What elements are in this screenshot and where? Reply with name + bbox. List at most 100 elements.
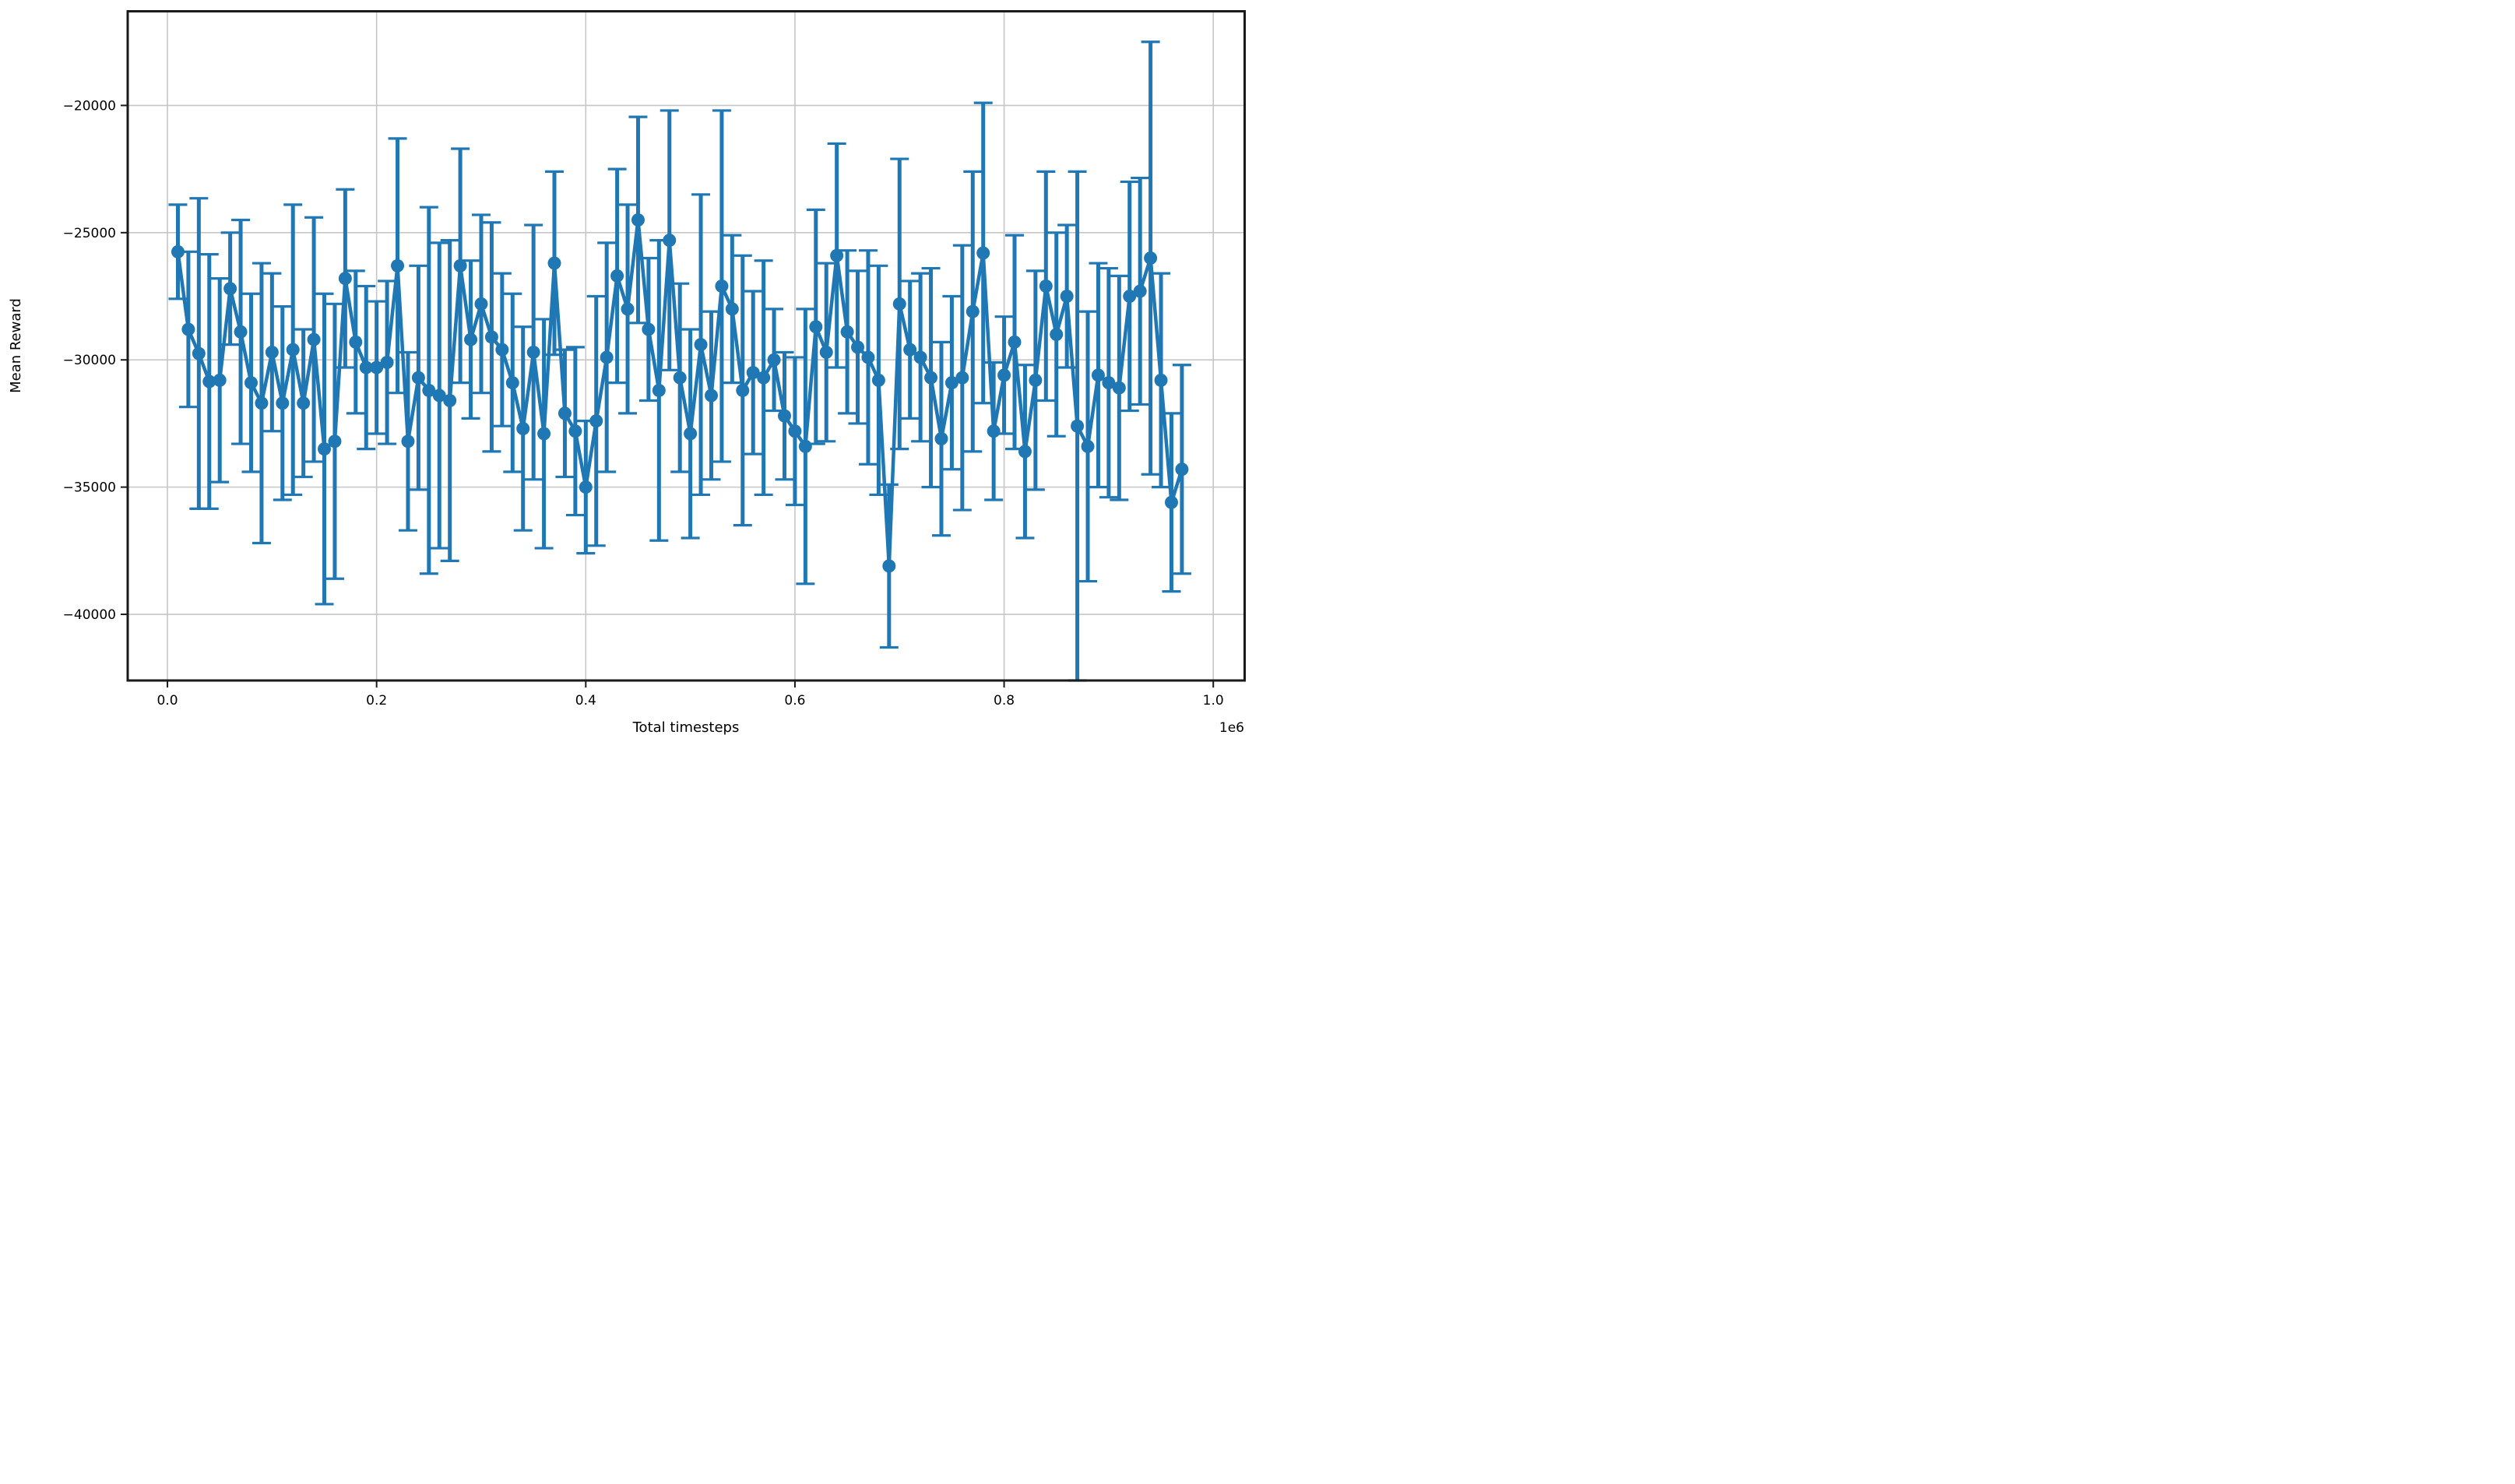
data-point-marker — [349, 335, 363, 349]
data-point-marker — [318, 442, 332, 456]
data-point-marker — [788, 424, 802, 438]
data-point-marker — [432, 389, 446, 403]
data-point-marker — [1175, 462, 1189, 476]
data-point-marker — [265, 345, 279, 359]
data-point-marker — [223, 282, 237, 296]
figure: 0.0 0.2 0.4 0.6 0.8 1.0 −20000 −25000 −30000 −350… — [0, 0, 1258, 742]
data-point-marker — [819, 345, 833, 359]
data-point-marker — [1039, 279, 1053, 293]
data-point-marker — [1112, 381, 1126, 395]
data-point-marker — [746, 366, 760, 380]
data-point-marker — [913, 350, 927, 364]
data-point-marker — [1029, 373, 1043, 387]
axis-layer: 0.0 0.2 0.4 0.6 0.8 1.0 −20000 −25000 −30000 −350… — [63, 10, 1246, 709]
x-tick-label: 0.0 — [157, 693, 178, 709]
data-point-marker — [234, 325, 248, 339]
data-point-marker — [892, 297, 906, 311]
x-tick-label: 0.4 — [575, 693, 596, 709]
data-point-marker — [338, 272, 352, 286]
data-point-marker — [1018, 445, 1032, 459]
data-point-marker — [976, 246, 990, 260]
data-point-marker — [997, 368, 1011, 382]
data-point-marker — [631, 213, 645, 227]
y-tick-label: −20000 — [63, 98, 116, 114]
data-point-marker — [1071, 419, 1085, 433]
data-point-marker — [840, 325, 854, 339]
data-point-marker — [192, 346, 206, 360]
data-point-marker — [391, 258, 405, 273]
data-point-marker — [610, 269, 624, 283]
data-point-marker — [276, 396, 290, 410]
data-point-marker — [966, 304, 980, 318]
plot-border — [126, 10, 1246, 682]
data-point-marker — [861, 350, 875, 364]
data-point-marker — [673, 371, 687, 385]
data-point-marker — [736, 383, 750, 397]
data-point-marker — [547, 256, 561, 270]
data-point-marker — [830, 248, 844, 262]
data-point-marker — [411, 371, 425, 385]
data-point-marker — [934, 432, 948, 446]
data-point-marker — [516, 421, 530, 435]
data-point-marker — [171, 244, 185, 258]
data-point-marker — [422, 383, 436, 397]
x-tick-label: 0.8 — [994, 693, 1015, 709]
data-point-marker — [464, 332, 478, 346]
data-point-marker — [809, 320, 823, 334]
data-point-marker — [987, 424, 1001, 438]
data-point-marker — [286, 343, 300, 357]
y-tick-label: −25000 — [63, 226, 116, 241]
data-point-marker — [453, 258, 467, 273]
x-tick-label: 0.2 — [366, 693, 387, 709]
data-point-marker — [526, 345, 540, 359]
data-point-marker — [600, 350, 614, 364]
errorbar-chart: 0.0 0.2 0.4 0.6 0.8 1.0 −20000 −25000 −30000 −350… — [8, 10, 1246, 736]
data-point-marker — [1091, 368, 1105, 382]
data-point-marker — [505, 376, 519, 390]
data-point-marker — [704, 389, 718, 403]
y-tick-label: −30000 — [63, 353, 116, 368]
data-point-marker — [694, 338, 708, 352]
x-axis-label: Total timesteps — [632, 719, 740, 736]
data-point-marker — [1164, 495, 1178, 509]
data-point-marker — [778, 409, 792, 423]
data-point-marker — [767, 353, 781, 367]
data-point-marker — [484, 330, 498, 344]
data-point-marker — [725, 302, 739, 316]
data-point-marker — [307, 332, 321, 346]
data-point-marker — [537, 427, 551, 441]
data-point-marker — [213, 373, 227, 387]
x-tick-label: 1.0 — [1203, 693, 1224, 709]
data-point-marker — [255, 396, 269, 410]
data-point-marker — [955, 371, 969, 385]
data-point-marker — [1081, 439, 1095, 453]
data-point-marker — [882, 559, 896, 573]
data-series-layer — [168, 40, 1191, 682]
data-point-marker — [621, 302, 635, 316]
data-point-marker — [663, 234, 677, 248]
data-point-marker — [380, 355, 394, 369]
y-tick-label: −40000 — [63, 607, 116, 623]
data-point-marker — [328, 434, 342, 448]
data-point-marker — [202, 375, 216, 389]
data-point-marker — [924, 371, 938, 385]
data-point-marker — [474, 297, 488, 311]
data-point-marker — [558, 406, 572, 420]
data-point-marker — [1154, 373, 1168, 387]
data-point-marker — [1008, 335, 1022, 349]
data-point-marker — [1050, 328, 1064, 342]
data-point-marker — [244, 376, 258, 390]
data-point-marker — [871, 373, 885, 387]
data-point-marker — [579, 480, 593, 494]
data-point-marker — [684, 427, 698, 441]
data-point-marker — [297, 396, 311, 410]
data-point-marker — [568, 424, 582, 438]
data-point-marker — [1133, 284, 1147, 298]
data-point-marker — [181, 322, 195, 336]
y-axis-label: Mean Reward — [8, 298, 24, 393]
data-point-marker — [851, 340, 865, 354]
data-point-marker — [443, 394, 457, 408]
data-point-marker — [1060, 290, 1074, 304]
data-point-marker — [757, 371, 771, 385]
x-axis-offset-label: 1e6 — [1219, 720, 1244, 736]
